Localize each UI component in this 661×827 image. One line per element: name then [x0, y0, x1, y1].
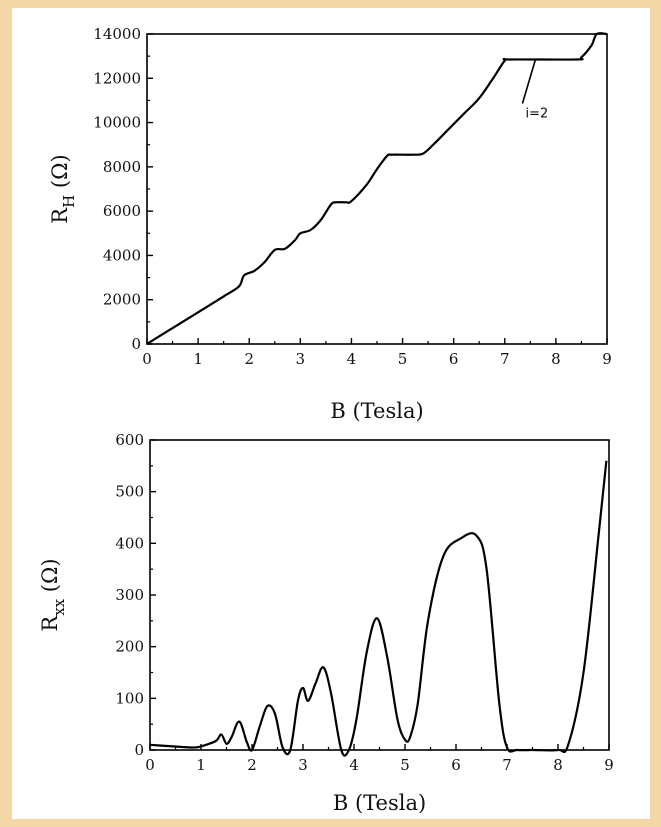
- y-tick-label: 0: [134, 741, 144, 759]
- x-tick-label: 7: [502, 756, 512, 774]
- x-tick-label: 8: [553, 756, 563, 774]
- figure-frame: 0 1 2 3 4 5 6 7 8 9 0 2000 4000 6000 8000 10000 12000 140…: [12, 8, 650, 819]
- figure-canvas: 0 1 2 3 4 5 6 7 8 9020004000600080001000012000140…: [38, 25, 614, 815]
- x-tick-label: 4: [347, 350, 357, 368]
- x-axis-title: B (Tesla): [330, 399, 423, 423]
- x-tick-label: 1: [193, 350, 203, 368]
- hall-resistance-chart: 0 1 2 3 4 5 6 7 8 9 0 2000 4000 6000 8000 10000 12000 140…: [48, 25, 612, 423]
- y-axis-title-main: R: [38, 615, 62, 632]
- y-tick-label: 200: [115, 638, 144, 656]
- longitudinal-resistance-curve: [149, 460, 608, 757]
- plot-area-border: [146, 33, 608, 345]
- y-tick-label: 300: [115, 586, 144, 604]
- plot-area-border: [149, 439, 610, 751]
- y-axis-title-unit: (Ω): [38, 558, 62, 598]
- y-axis-title-subscript: xx: [50, 598, 68, 615]
- annotation-pointer: [521, 59, 537, 104]
- y-tick-label: 12000: [93, 69, 141, 87]
- y-tick-label: 4000: [103, 246, 141, 264]
- y-axis-title-unit: (Ω): [48, 154, 72, 194]
- x-tick-label: 0: [142, 350, 152, 368]
- y-axis-title-subscript: H: [60, 195, 78, 208]
- y-axis-title-main: R: [48, 207, 72, 224]
- y-tick-label: 8000: [103, 158, 141, 176]
- x-tick-label: 2: [247, 756, 257, 774]
- y-tick-label: 2000: [103, 291, 141, 309]
- x-tick-label: 2: [244, 350, 254, 368]
- x-tick-label: 8: [551, 350, 561, 368]
- x-tick-label: 5: [398, 350, 408, 368]
- y-tick-label: 100: [115, 689, 144, 707]
- x-tick-label: 7: [500, 350, 510, 368]
- x-tick-label: 6: [449, 350, 459, 368]
- x-tick-label: 9: [602, 350, 612, 368]
- y-tick-label: 500: [115, 483, 144, 501]
- y-tick-label: 400: [115, 534, 144, 552]
- y-tick-label: 0: [131, 335, 141, 353]
- y-axis-title: Rxx (Ω): [38, 558, 68, 631]
- y-tick-label: 600: [115, 431, 144, 449]
- x-tick-label: 3: [298, 756, 308, 774]
- annotation-label: i=2: [525, 106, 548, 121]
- x-tick-label: 9: [604, 756, 614, 774]
- y-axis-title: RH (Ω): [48, 154, 78, 223]
- x-tick-label: 3: [296, 350, 306, 368]
- x-axis-title: B (Tesla): [333, 791, 426, 815]
- hall-resistance-curve: [146, 32, 608, 345]
- x-tick-label: 4: [349, 756, 359, 774]
- x-tick-label: 1: [196, 756, 206, 774]
- y-tick-label: 14000: [93, 25, 141, 43]
- x-tick-label: 0: [145, 756, 155, 774]
- y-tick-label: 10000: [93, 114, 141, 132]
- x-tick-label: 6: [451, 756, 461, 774]
- x-tick-label: 5: [400, 756, 410, 774]
- y-tick-label: 6000: [103, 202, 141, 220]
